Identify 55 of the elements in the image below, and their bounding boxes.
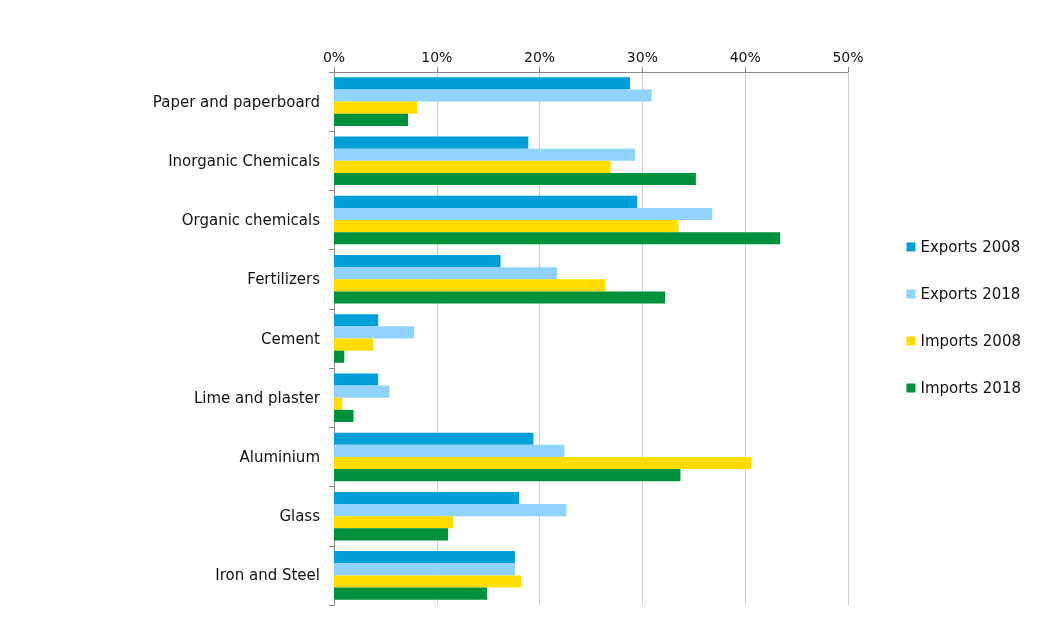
bar [334, 113, 409, 126]
y-tick-label: Cement [261, 329, 321, 348]
legend-label: Exports 2008 [920, 238, 1021, 256]
x-tick-label: 0% [322, 49, 346, 65]
bar [334, 528, 449, 541]
bar [334, 432, 534, 445]
bar [334, 397, 343, 410]
bar [334, 267, 558, 280]
y-tick-label: Paper and paperboard [152, 92, 320, 111]
bar [334, 279, 606, 292]
bar [334, 575, 522, 588]
y-tick-label: Lime and plaster [193, 388, 321, 407]
bar [334, 409, 354, 422]
bar [334, 232, 781, 245]
bar [334, 89, 652, 102]
y-tick-label: Glass [279, 507, 321, 526]
bar [334, 350, 345, 363]
bar [334, 160, 611, 173]
bar [334, 291, 666, 304]
bar [334, 587, 488, 600]
y-tick-label: Organic chemicals [181, 211, 321, 230]
bar [334, 207, 713, 221]
legend-label: Imports 2008 [920, 332, 1022, 350]
bar [334, 385, 390, 398]
bar [334, 373, 379, 386]
y-tick-label: Iron and Steel [215, 566, 320, 585]
x-tick-label: 20% [524, 49, 556, 65]
legend-label: Exports 2018 [920, 285, 1021, 303]
y-tick-label: Aluminium [239, 447, 320, 466]
bar [334, 491, 520, 505]
x-tick-label: 30% [626, 49, 658, 65]
bar [334, 255, 501, 268]
bar [334, 148, 636, 161]
bar [334, 77, 631, 90]
bar [334, 195, 638, 208]
legend-label: Imports 2018 [920, 379, 1022, 397]
bar [334, 504, 567, 517]
bar [334, 101, 418, 114]
bar [334, 456, 752, 470]
bar [334, 551, 515, 564]
bar [334, 469, 681, 482]
bar [334, 172, 696, 186]
bar [334, 516, 454, 529]
bar [334, 338, 374, 351]
bar [334, 444, 565, 457]
y-tick-label: Fertilizers [247, 270, 321, 289]
bar [334, 314, 379, 327]
bar [334, 326, 415, 339]
bar [334, 220, 679, 233]
y-tick-label: Inorganic Chemicals [168, 151, 321, 170]
bar [334, 136, 529, 149]
x-tick-label: 50% [832, 49, 864, 65]
x-tick-label: 10% [421, 49, 453, 65]
x-tick-label: 40% [729, 49, 761, 65]
bar [334, 563, 515, 576]
